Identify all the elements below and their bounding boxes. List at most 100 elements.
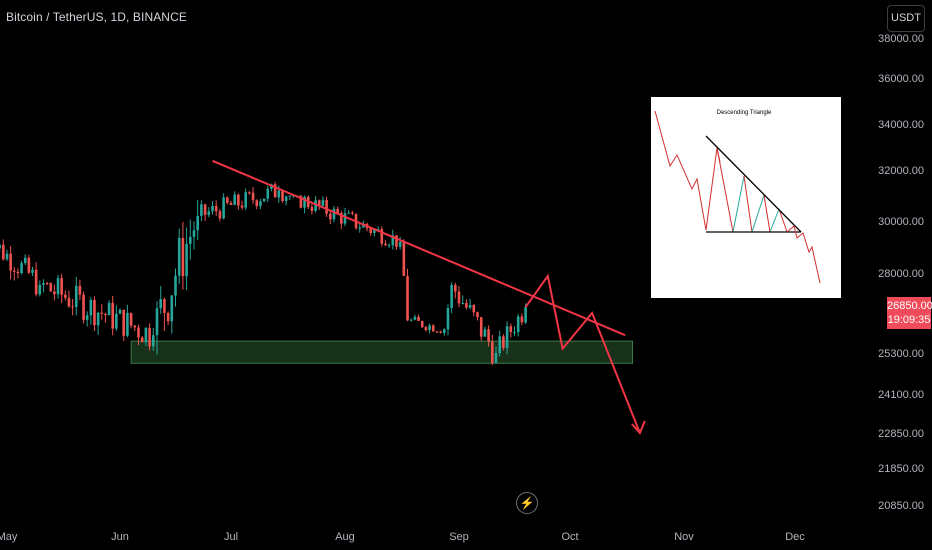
- candle-body: [435, 331, 439, 333]
- candle-body: [64, 294, 67, 298]
- candle-body: [71, 306, 74, 308]
- time-tick-label: Nov: [674, 531, 694, 543]
- candle-body: [288, 195, 292, 197]
- candle-body: [420, 320, 424, 327]
- price-tick-label: 20850.00: [878, 500, 924, 512]
- candle-body: [468, 305, 472, 308]
- price-tick-label: 36000.00: [878, 73, 924, 85]
- candle-body: [516, 316, 520, 333]
- candle-body: [74, 285, 78, 307]
- candle-body: [465, 303, 468, 308]
- candle-body: [0, 244, 1, 249]
- candle-body: [457, 291, 461, 304]
- candle-body: [314, 200, 317, 211]
- candle-body: [317, 200, 321, 206]
- inset-red-path: [654, 110, 721, 231]
- candle-body: [20, 263, 23, 274]
- candle-body: [498, 336, 501, 353]
- candle-body: [23, 257, 27, 264]
- candle-body: [284, 196, 288, 202]
- candle-body: [487, 329, 490, 342]
- price-tick-label: 32000.00: [878, 165, 924, 177]
- candle-body: [395, 235, 398, 247]
- candle-body: [185, 243, 188, 277]
- candle-body: [248, 192, 251, 194]
- candle-body: [148, 327, 151, 347]
- candle-body: [82, 294, 85, 320]
- candle-body: [424, 326, 428, 331]
- candle-body: [450, 284, 453, 309]
- inset-title: Descending Triangle: [717, 110, 772, 116]
- candle-body: [152, 335, 155, 347]
- candle-body: [200, 204, 203, 216]
- candle-body: [255, 200, 259, 207]
- candle-body: [281, 190, 284, 202]
- candle-body: [189, 236, 192, 244]
- inset-breakdown-path: [786, 225, 821, 284]
- currency-button[interactable]: USDT: [887, 5, 925, 32]
- candle-body: [502, 336, 505, 348]
- time-tick-label: Aug: [335, 531, 355, 543]
- candle-body: [491, 341, 494, 363]
- candle-body: [174, 275, 177, 296]
- candle-body: [380, 229, 384, 244]
- symbol-title: Bitcoin / TetherUS, 1D, BINANCE: [6, 10, 187, 24]
- candle-body: [277, 190, 281, 198]
- candle-body: [310, 207, 314, 211]
- candle-body: [303, 196, 306, 208]
- candle-body: [38, 284, 42, 295]
- candle-body: [524, 307, 527, 323]
- last-price-value: 26850.00: [887, 300, 932, 313]
- candle-body: [431, 325, 435, 332]
- candle-body: [196, 215, 199, 231]
- inset-wave-segment: [716, 147, 734, 233]
- candle-body: [336, 208, 339, 214]
- candle-body: [259, 201, 262, 207]
- candle-body: [509, 326, 513, 333]
- time-tick-label: Oct: [561, 531, 578, 543]
- candle-body: [42, 283, 45, 285]
- inset-wave-segment: [732, 175, 745, 233]
- candle-body: [9, 253, 12, 271]
- candle-body: [402, 241, 406, 277]
- candle-body: [369, 228, 373, 233]
- candle-body: [461, 303, 464, 305]
- inset-wave-segment: [778, 208, 788, 233]
- candle-body: [56, 278, 60, 295]
- price-tick-label: 34000.00: [878, 119, 924, 131]
- candle-body: [479, 317, 483, 337]
- candle-body: [340, 213, 343, 224]
- candle-body: [89, 299, 93, 316]
- candle-body: [398, 241, 402, 247]
- candle-body: [218, 211, 222, 219]
- candle-body: [115, 313, 118, 329]
- candle-body: [351, 212, 354, 214]
- candle-body: [177, 238, 181, 276]
- candle-body: [413, 316, 417, 320]
- candle-body: [417, 316, 420, 321]
- candle-body: [325, 200, 328, 214]
- candle-body: [166, 312, 170, 322]
- inset-wave-segment: [769, 208, 780, 233]
- candle-body: [104, 313, 107, 316]
- replay-button[interactable]: ⚡: [516, 492, 538, 514]
- candle-body: [222, 197, 225, 219]
- candle-body: [5, 253, 9, 260]
- candle-body: [170, 295, 174, 322]
- candle-body: [428, 325, 431, 331]
- candle-body: [67, 297, 71, 307]
- inset-wave-segment: [751, 194, 765, 233]
- candle-body: [409, 319, 413, 321]
- projection-path: [524, 273, 641, 434]
- candle-body: [137, 327, 140, 338]
- candle-body: [45, 283, 49, 285]
- candle-body: [111, 302, 115, 329]
- candle-body: [347, 212, 350, 214]
- support-zone: [130, 340, 634, 364]
- lightning-icon: ⚡: [519, 496, 535, 510]
- candle-body: [122, 309, 125, 336]
- last-price-label: 26850.00 19:09:35: [887, 297, 932, 330]
- price-tick-label: 38000.00: [878, 33, 924, 45]
